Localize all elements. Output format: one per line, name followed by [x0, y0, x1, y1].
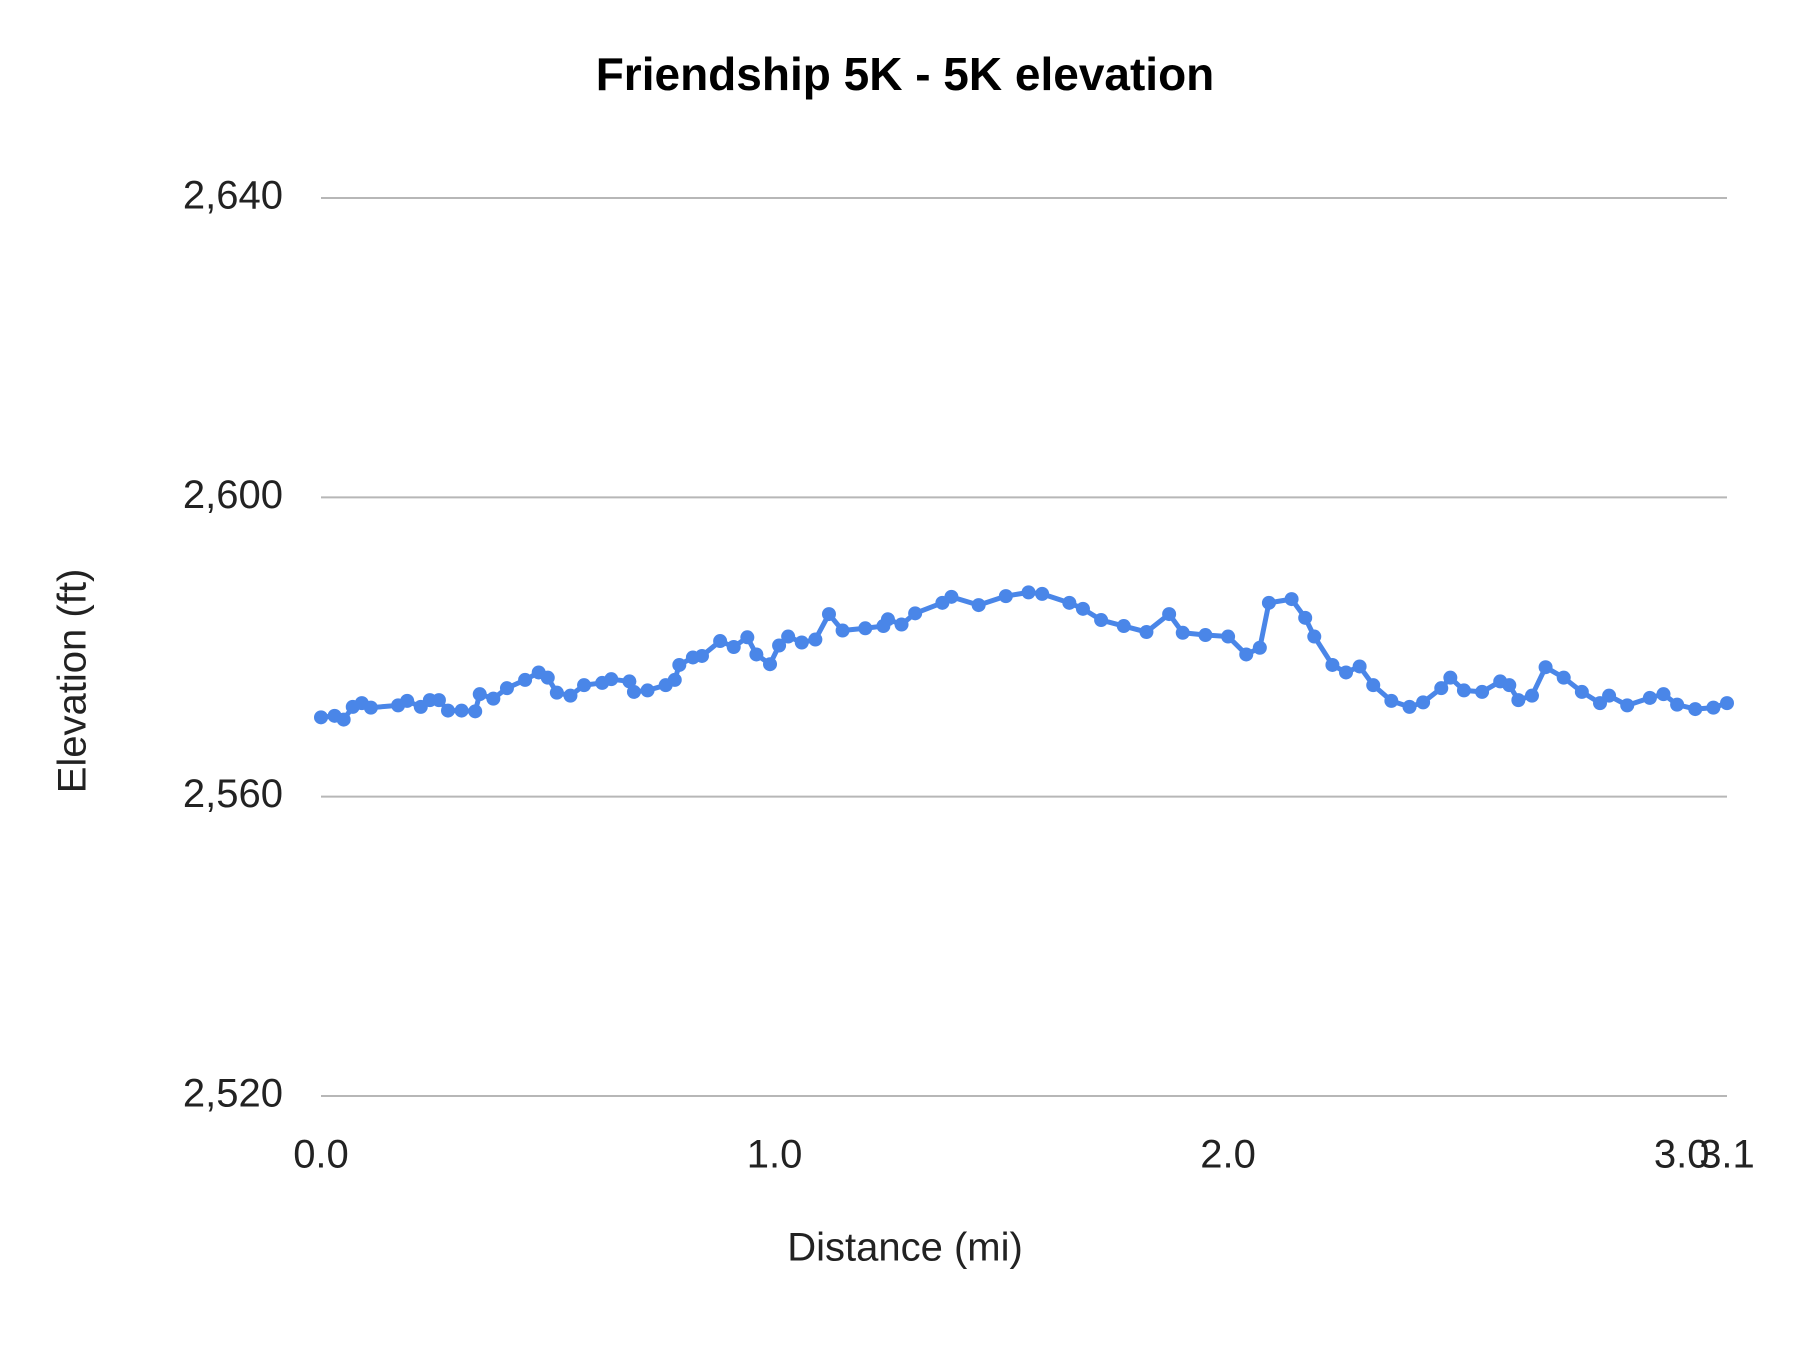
marker [740, 630, 755, 645]
marker [808, 632, 823, 647]
marker [1524, 688, 1539, 703]
x-tick-label: 0.0 [293, 1133, 349, 1177]
marker [314, 710, 328, 725]
y-tick-label: 2,520 [183, 1072, 283, 1116]
marker [1339, 665, 1354, 680]
marker [622, 674, 637, 689]
marker [431, 693, 446, 708]
marker [400, 693, 415, 708]
marker [486, 691, 501, 706]
marker [518, 672, 533, 687]
marker [1538, 660, 1553, 675]
marker [1402, 699, 1417, 714]
marker [1688, 702, 1703, 717]
x-tick-label: 3.1 [1699, 1133, 1755, 1177]
marker [1252, 640, 1267, 655]
marker [1325, 657, 1340, 672]
marker [440, 703, 455, 718]
marker [894, 617, 909, 632]
x-tick-label: 2.0 [1200, 1133, 1256, 1177]
chart-title: Friendship 5K - 5K elevation [596, 48, 1215, 100]
marker [1175, 625, 1190, 640]
marker [1620, 698, 1635, 713]
marker [1298, 610, 1313, 625]
y-tick-label: 2,640 [183, 174, 283, 218]
marker [540, 670, 555, 685]
marker [1511, 693, 1526, 708]
y-tick-label: 2,600 [183, 473, 283, 517]
marker [1456, 683, 1471, 698]
marker [1075, 601, 1090, 616]
marker [1720, 696, 1734, 711]
marker [763, 657, 778, 672]
marker [640, 683, 655, 698]
marker [604, 672, 619, 687]
marker [971, 598, 986, 613]
marker [880, 612, 895, 627]
marker [1307, 629, 1322, 644]
x-tick-label: 1.0 [747, 1133, 803, 1177]
marker [1261, 595, 1276, 610]
marker [1221, 629, 1236, 644]
marker [998, 589, 1013, 604]
marker [1035, 586, 1050, 601]
marker [908, 606, 923, 621]
marker [1239, 647, 1254, 662]
marker [1475, 684, 1490, 699]
marker [1656, 687, 1671, 702]
marker [1162, 607, 1177, 622]
marker [821, 607, 836, 622]
marker [1062, 595, 1077, 610]
x-axis-title: Distance (mi) [787, 1226, 1023, 1270]
marker [1366, 678, 1381, 693]
marker [1416, 695, 1431, 710]
marker [672, 657, 687, 672]
marker [772, 638, 787, 653]
marker [713, 634, 728, 649]
marker [1384, 693, 1399, 708]
y-axis-title: Elevation (ft) [51, 569, 95, 794]
marker [944, 589, 959, 604]
marker [781, 629, 796, 644]
marker [858, 621, 873, 636]
marker [726, 640, 741, 654]
marker [468, 704, 483, 719]
marker [499, 681, 514, 696]
marker [667, 672, 682, 687]
marker [626, 684, 641, 699]
marker [694, 648, 709, 663]
marker [336, 712, 351, 727]
marker [1116, 619, 1131, 634]
marker [749, 647, 764, 662]
marker [1021, 585, 1036, 600]
marker [363, 700, 378, 715]
marker [577, 678, 592, 693]
marker [835, 623, 850, 638]
marker [563, 688, 578, 703]
marker [1670, 697, 1685, 712]
marker [1574, 684, 1589, 699]
marker [1094, 613, 1109, 628]
marker [1434, 681, 1449, 696]
marker [549, 685, 564, 700]
x-tick-label: 3.0 [1654, 1133, 1710, 1177]
y-tick-label: 2,560 [183, 772, 283, 816]
marker [794, 635, 809, 650]
marker [1706, 700, 1721, 715]
marker [1352, 659, 1367, 674]
marker [1284, 592, 1299, 607]
marker [1642, 690, 1657, 705]
marker [1556, 670, 1571, 685]
marker [1198, 628, 1213, 643]
marker [1602, 688, 1617, 703]
marker [1502, 678, 1517, 693]
marker [454, 703, 469, 718]
marker [1139, 625, 1154, 640]
marker [1443, 670, 1458, 685]
marker [472, 687, 487, 702]
